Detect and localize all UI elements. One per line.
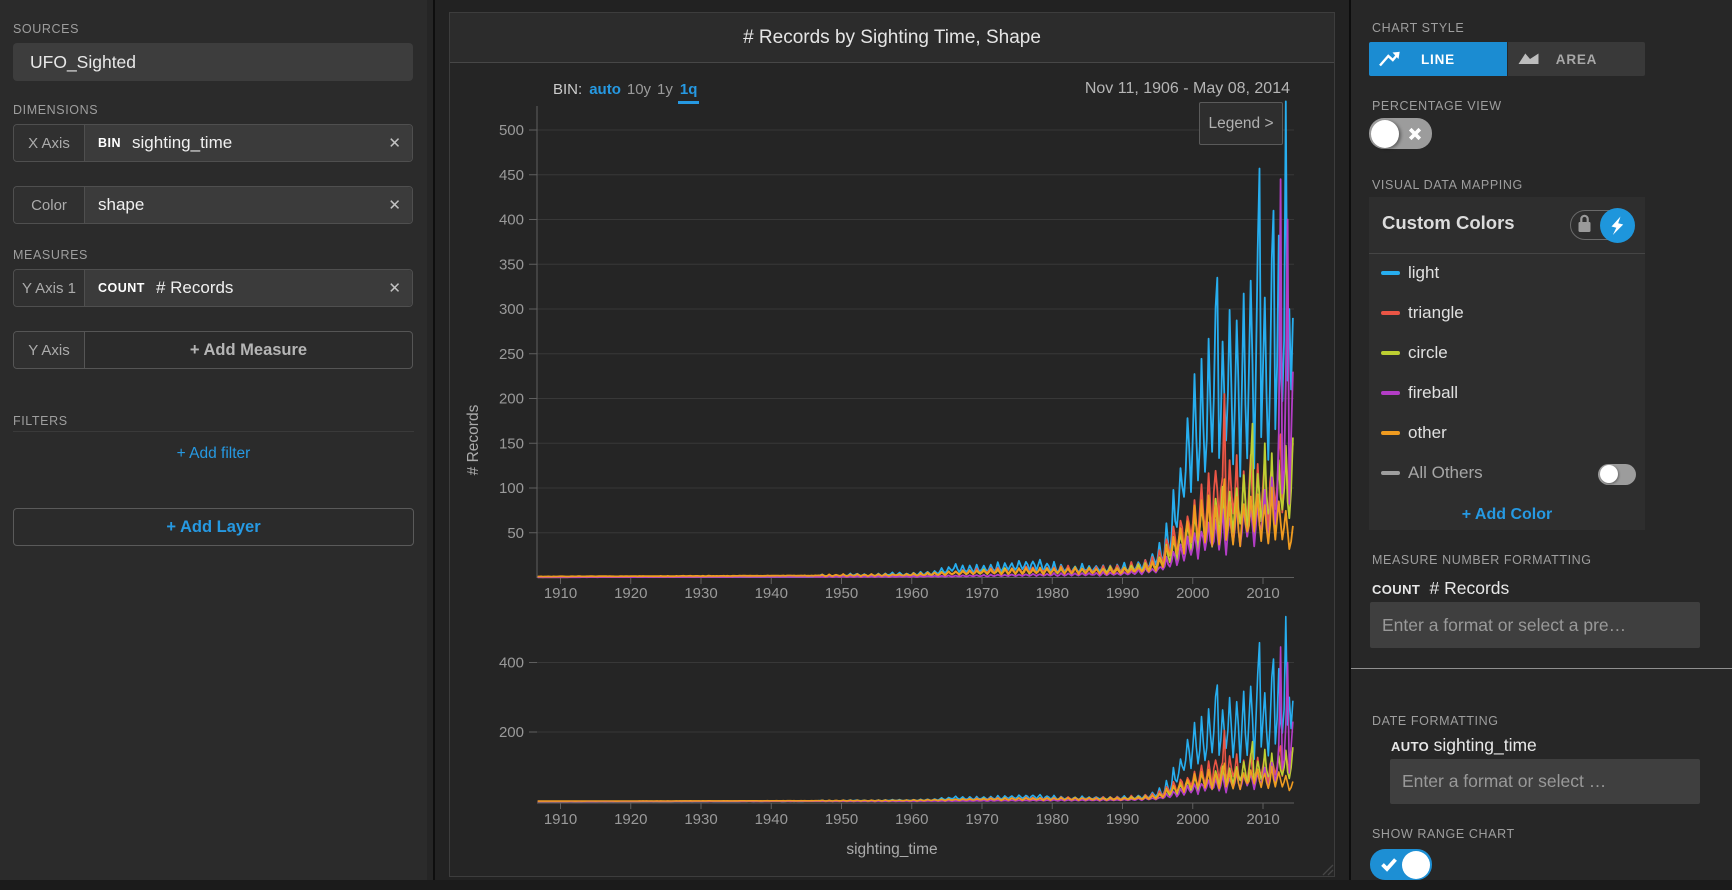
svg-text:400: 400: [499, 212, 524, 229]
svg-text:50: 50: [507, 525, 524, 542]
svg-text:1930: 1930: [684, 811, 717, 828]
svg-text:100: 100: [499, 480, 524, 497]
svg-text:1970: 1970: [965, 585, 998, 602]
svg-text:400: 400: [499, 655, 524, 672]
svg-text:1960: 1960: [895, 585, 928, 602]
svg-text:2000: 2000: [1176, 585, 1209, 602]
svg-text:1980: 1980: [1036, 585, 1069, 602]
svg-text:2010: 2010: [1246, 811, 1279, 828]
svg-text:2010: 2010: [1246, 585, 1279, 602]
svg-text:1920: 1920: [614, 585, 647, 602]
svg-text:1940: 1940: [755, 585, 788, 602]
svg-text:1980: 1980: [1036, 811, 1069, 828]
svg-text:150: 150: [499, 435, 524, 452]
svg-text:300: 300: [499, 301, 524, 318]
svg-text:1990: 1990: [1106, 585, 1139, 602]
svg-text:1990: 1990: [1106, 811, 1139, 828]
svg-text:200: 200: [499, 724, 524, 741]
svg-text:200: 200: [499, 391, 524, 408]
svg-text:1960: 1960: [895, 811, 928, 828]
svg-text:350: 350: [499, 256, 524, 273]
svg-text:2000: 2000: [1176, 811, 1209, 828]
svg-text:# Records: # Records: [465, 404, 482, 475]
svg-text:1920: 1920: [614, 811, 647, 828]
svg-text:1940: 1940: [755, 811, 788, 828]
svg-text:1950: 1950: [825, 585, 858, 602]
svg-text:1930: 1930: [684, 585, 717, 602]
svg-text:1910: 1910: [544, 585, 577, 602]
svg-text:450: 450: [499, 167, 524, 184]
svg-text:1970: 1970: [965, 811, 998, 828]
svg-text:500: 500: [499, 122, 524, 139]
svg-text:1910: 1910: [544, 811, 577, 828]
svg-text:1950: 1950: [825, 811, 858, 828]
svg-text:250: 250: [499, 346, 524, 363]
